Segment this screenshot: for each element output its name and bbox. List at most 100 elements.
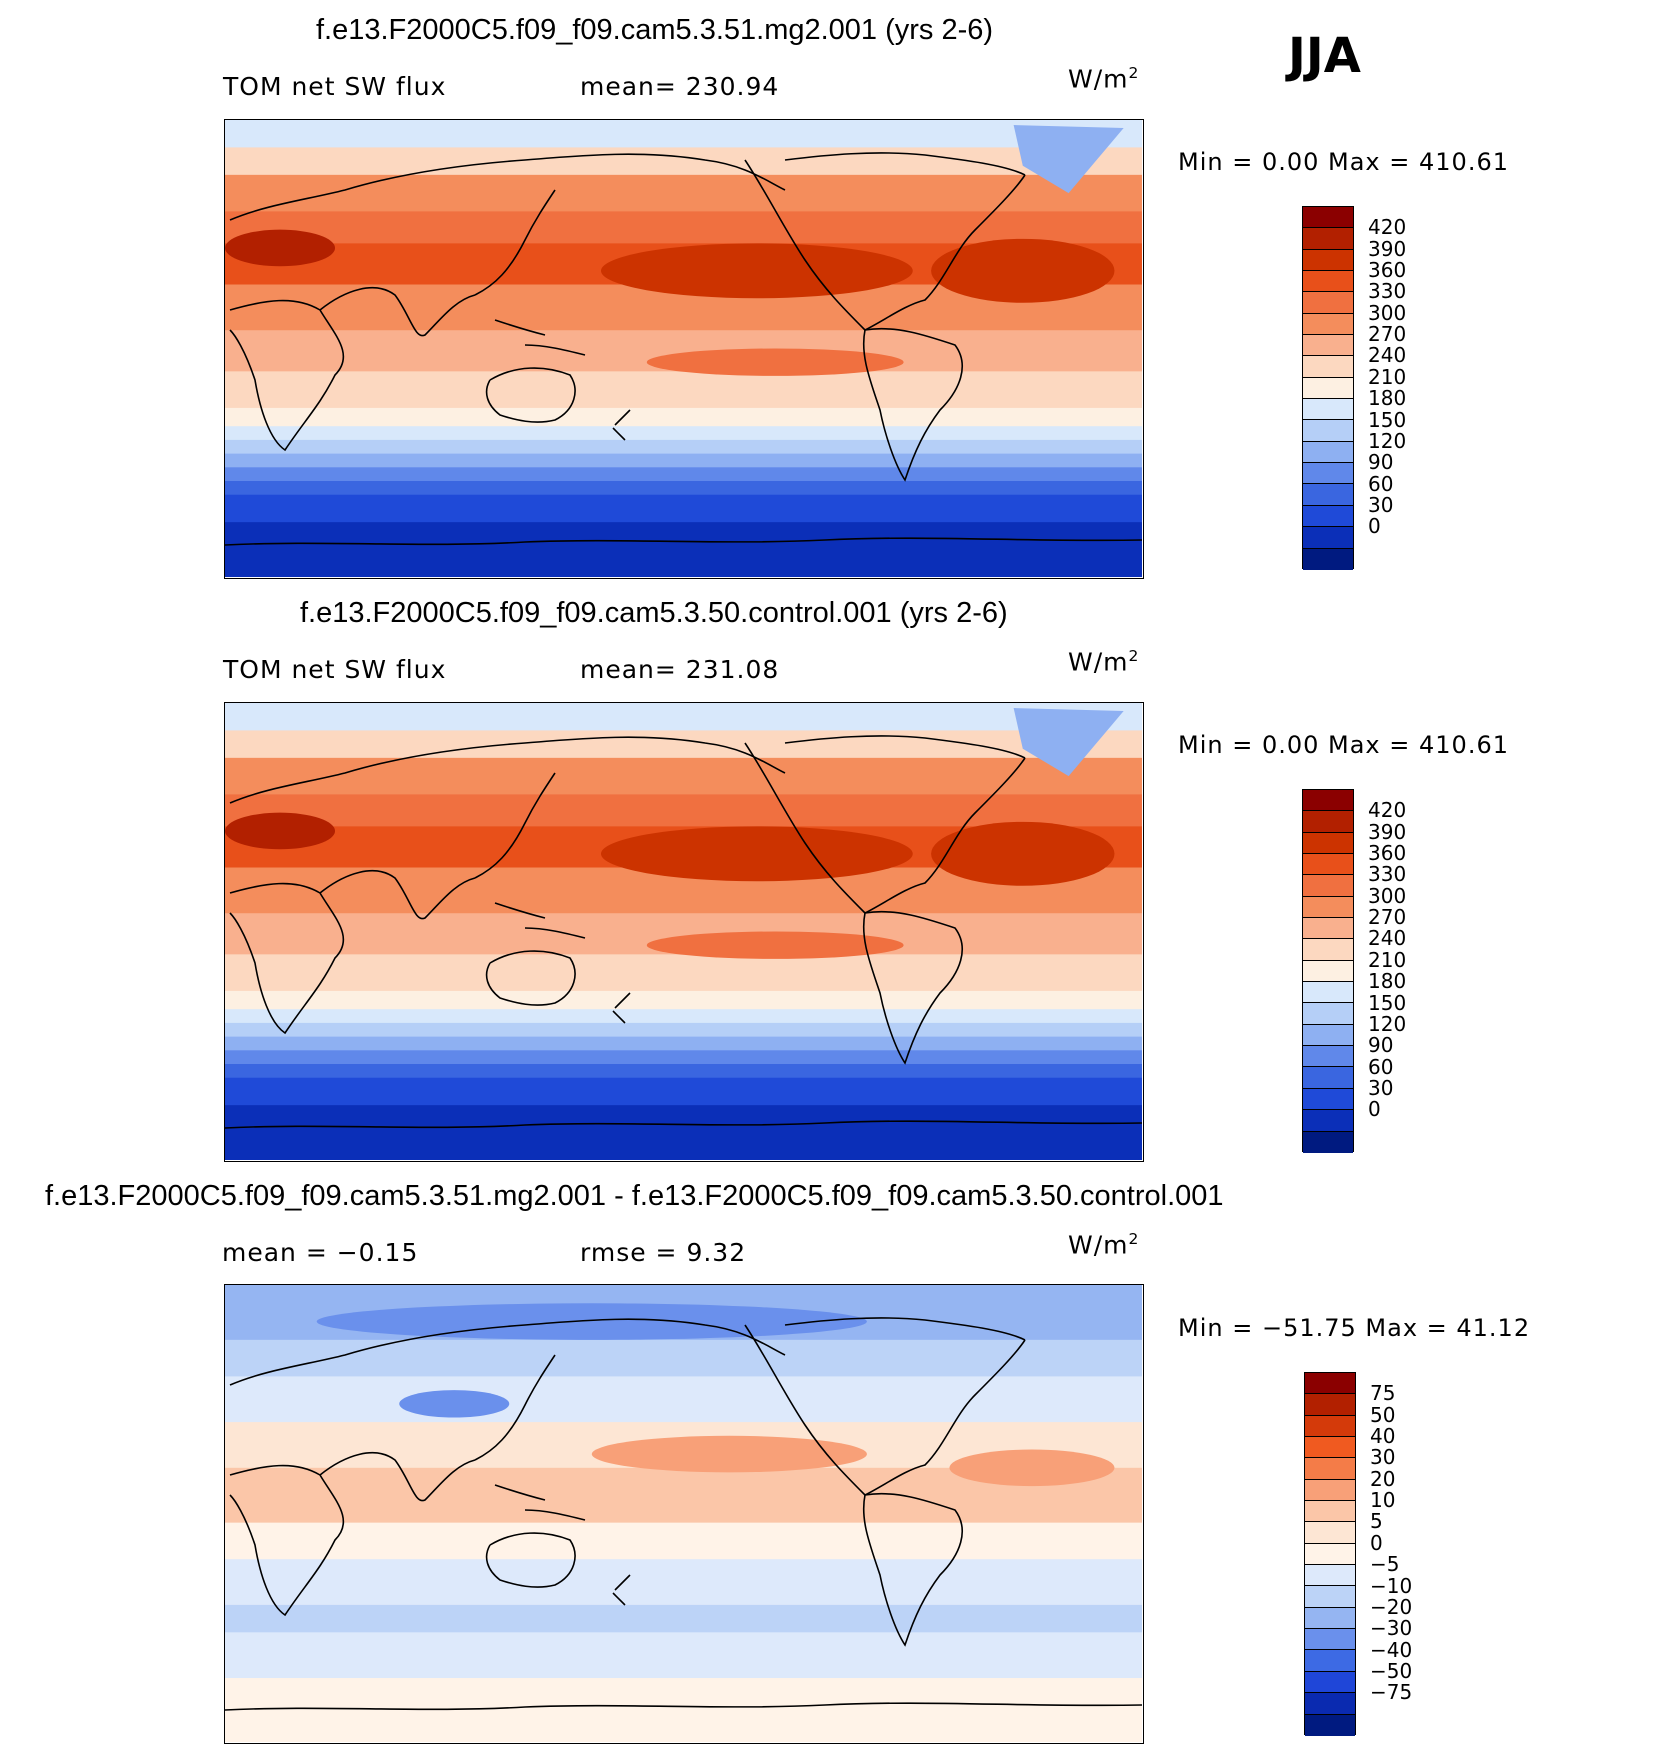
coastline-path (612, 409, 631, 441)
map-band (225, 120, 1142, 149)
coastline-path (612, 992, 631, 1024)
panel-2-map-svg (225, 703, 1142, 1160)
colorbar-swatch (1303, 228, 1353, 250)
colorbar-swatch (1305, 1714, 1355, 1736)
coastline-path (485, 367, 576, 423)
colorbar-tick-label: 20 (1370, 1466, 1396, 1491)
colorbar-swatch (1305, 1650, 1355, 1672)
units-exponent: 2 (1128, 647, 1140, 665)
panel-3-units: W/m2 (1068, 1230, 1139, 1259)
colorbar-swatch (1303, 335, 1353, 357)
map-band (225, 1077, 1142, 1107)
colorbar-swatch (1305, 1479, 1355, 1502)
colorbar-tick-label: 120 (1368, 1011, 1407, 1036)
colorbar-tick-label: 60 (1368, 471, 1394, 496)
colorbar-tick-label: 330 (1368, 279, 1407, 304)
colorbar-swatch (1303, 207, 1353, 229)
panel-3-map (224, 1284, 1144, 1744)
map-band (225, 1604, 1142, 1634)
coastline-path (229, 1318, 786, 1386)
coastline-path (319, 1452, 476, 1502)
coastline-path (485, 950, 576, 1006)
coastline-path (744, 159, 866, 331)
colorbar-swatch (1303, 292, 1353, 314)
coastline-path (229, 736, 786, 804)
season-label: JJA (1288, 28, 1361, 84)
colorbar-swatch (1303, 377, 1353, 400)
coastline-path (864, 757, 1026, 914)
map-band (225, 1522, 1142, 1561)
colorbar-swatch (1303, 790, 1353, 812)
panel-2-title: f.e13.F2000C5.f09_f09.cam5.3.50.control.… (300, 597, 1008, 629)
coastline-path (862, 1492, 964, 1647)
colorbar-swatch (1303, 811, 1353, 833)
panel-3-rmse-label: rmse = 9.32 (580, 1238, 747, 1267)
colorbar-swatch (1303, 484, 1353, 506)
colorbar-tick-label: −40 (1370, 1637, 1413, 1662)
colorbar-swatch (1303, 939, 1353, 961)
colorbar-tick-label: −20 (1370, 1594, 1413, 1619)
colorbar-swatch (1303, 441, 1353, 464)
map-band (225, 954, 1142, 992)
colorbar-tick-label: 180 (1368, 969, 1407, 994)
panel-1-minmax: Min = 0.00 Max = 410.61 (1178, 148, 1509, 176)
map-band (225, 1064, 1142, 1079)
panel-1-units: W/m2 (1068, 64, 1139, 93)
coastline-path (474, 189, 556, 296)
coastline-path (494, 1484, 586, 1521)
colorbar-swatch (1303, 505, 1353, 528)
map-band (225, 426, 1142, 441)
colorbar-tick-label: 240 (1368, 926, 1407, 951)
coastline-path (494, 319, 586, 356)
colorbar-tick-label: 390 (1368, 819, 1407, 844)
colorbar-tick-label: 210 (1368, 947, 1407, 972)
coastlines (225, 1317, 1142, 1711)
colorbar-tick-label: 300 (1368, 883, 1407, 908)
colorbar-swatch (1305, 1693, 1355, 1715)
colorbar-tick-label: 10 (1370, 1488, 1396, 1513)
colorbar-tick-label: 240 (1368, 343, 1407, 368)
colorbar-tick-label: 75 (1370, 1381, 1396, 1406)
map-band (225, 1036, 1142, 1052)
map-band (225, 1376, 1142, 1424)
colorbar-tick-label: 390 (1368, 236, 1407, 261)
coastline-path (864, 174, 1026, 331)
units-text: W/m (1068, 64, 1129, 94)
colorbar-swatch (1305, 1629, 1355, 1651)
colorbar-tick-label: 420 (1368, 798, 1407, 823)
coastline-path (784, 152, 1026, 176)
colorbar-swatch (1303, 420, 1353, 442)
colorbar-tick-label: 330 (1368, 862, 1407, 887)
colorbar-swatch (1305, 1565, 1355, 1587)
colorbar-swatch (1303, 1131, 1353, 1153)
panel-1-variable-label: TOM net SW flux (223, 72, 447, 101)
coastline-path (612, 1574, 631, 1606)
coastline-path (319, 870, 476, 920)
map-band (225, 407, 1142, 428)
units-exponent: 2 (1128, 1230, 1140, 1248)
colorbar-swatch (1303, 982, 1353, 1004)
map-band (225, 1632, 1142, 1680)
colorbar-tick-label: 90 (1368, 450, 1394, 475)
map-band (225, 481, 1142, 496)
panel-2-colorbar (1302, 789, 1354, 1153)
coastline-path (229, 299, 345, 452)
map-band (225, 730, 1142, 759)
colorbar-swatch (1305, 1586, 1355, 1608)
map-band (225, 1559, 1142, 1606)
panel-3-colorbar (1304, 1372, 1356, 1736)
coastline-path (225, 537, 1142, 546)
coastline-path (319, 287, 476, 337)
colorbar-swatch (1303, 875, 1353, 897)
colorbar-swatch (1305, 1501, 1355, 1523)
coastline-path (862, 327, 964, 482)
colorbar-tick-label: 60 (1368, 1054, 1394, 1079)
coastline-path (225, 1702, 1142, 1711)
colorbar-tick-label: 360 (1368, 258, 1407, 283)
panel-2-mean-label: mean= 231.08 (580, 655, 780, 684)
colorbar-tick-label: −5 (1370, 1552, 1400, 1577)
coastline-path (784, 1317, 1026, 1341)
map-band (225, 174, 1142, 213)
coastline-path (864, 1339, 1026, 1496)
colorbar-swatch (1303, 1110, 1353, 1132)
